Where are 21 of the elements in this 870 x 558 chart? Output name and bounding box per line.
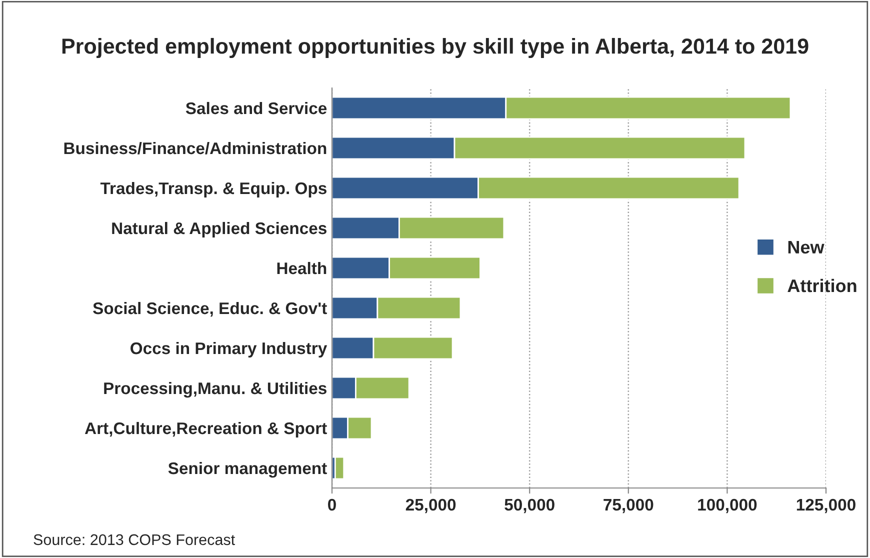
legend-label: Attrition	[788, 278, 856, 292]
y-tick-label: Senior management	[168, 462, 327, 478]
y-tick-label: Social Science, Educ. & Gov't	[93, 302, 327, 317]
x-tick-label: 25,000	[406, 498, 456, 514]
y-tick-label: Sales and Service	[186, 102, 327, 114]
y-tick-label: Health	[277, 262, 326, 274]
x-tick-label: 75,000	[604, 498, 654, 514]
bar	[334, 456, 345, 480]
x-tick-label: 125,000	[796, 498, 856, 514]
y-tick-label: Art,Culture,Recreation & Sport	[84, 422, 327, 438]
y-tick-label: Trades,Transp. & Equip. Ops	[100, 182, 326, 198]
x-tick-label: 100,000	[698, 498, 757, 514]
legend-label: New	[788, 241, 824, 254]
y-tick-label: Occs in Primary Industry	[130, 342, 328, 358]
x-tick-label: 0	[328, 498, 336, 511]
chart-title: Projected employment opportunities by skill type in Alberta, 2014 to 2019	[62, 38, 808, 58]
source-note: Source: 2013 COPS Forecast	[34, 534, 235, 546]
x-tick-label: 50,000	[504, 498, 554, 514]
y-tick-label: Business/Finance/Administration	[64, 142, 326, 154]
y-tick-label: Natural & Applied Sciences	[112, 222, 326, 238]
y-tick-label: Processing,Manu. & Utilities	[104, 382, 326, 398]
